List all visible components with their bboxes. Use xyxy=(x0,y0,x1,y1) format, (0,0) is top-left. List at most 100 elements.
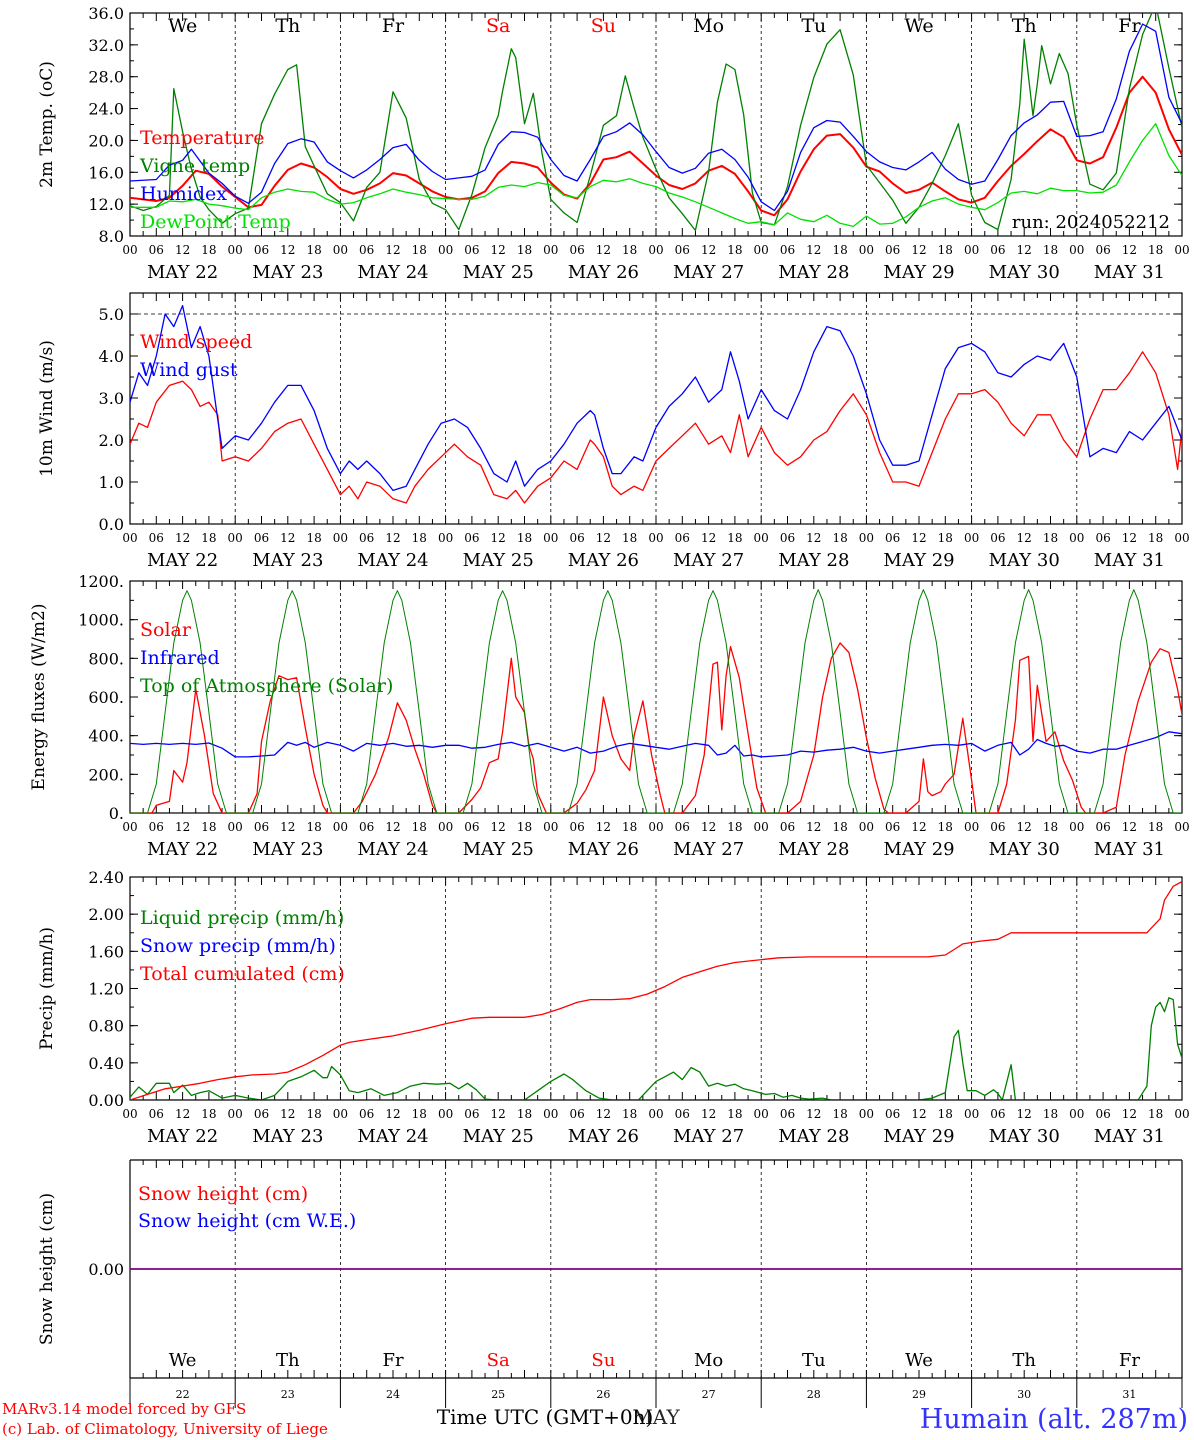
y-axis-label: 10m Wind (m/s) xyxy=(37,340,57,477)
series-line-wind-gust xyxy=(130,304,1182,492)
hour-tick-label: 00 xyxy=(438,531,453,545)
hour-tick-label: 00 xyxy=(543,243,558,257)
weekday-label: We xyxy=(168,15,197,37)
hour-tick-label: 18 xyxy=(938,820,953,834)
hour-tick-label: 06 xyxy=(885,531,900,545)
hour-tick-label: 12 xyxy=(491,820,506,834)
hour-tick-label: 00 xyxy=(1069,243,1084,257)
hour-tick-label: 18 xyxy=(201,820,216,834)
day-label: MAY 30 xyxy=(989,262,1060,283)
day-label: MAY 29 xyxy=(883,1126,954,1147)
day-label: MAY 26 xyxy=(568,839,639,860)
hour-tick-label: 06 xyxy=(885,1107,900,1121)
legend-entry: Snow precip (mm/h) xyxy=(140,935,336,957)
day-label: MAY 26 xyxy=(568,262,639,283)
hour-tick-label: 06 xyxy=(780,531,795,545)
hour-tick-label: 06 xyxy=(990,531,1005,545)
hour-tick-label: 00 xyxy=(333,1107,348,1121)
hour-tick-label: 00 xyxy=(228,1107,243,1121)
hour-tick-label: 12 xyxy=(806,1107,821,1121)
hour-tick-label: 00 xyxy=(438,1107,453,1121)
y-axis-label: 2m Temp. (oC) xyxy=(37,61,57,188)
hour-tick-label: 06 xyxy=(990,1107,1005,1121)
y-tick-label: 0.80 xyxy=(88,1017,124,1036)
bottom-weekday-label: Fr xyxy=(1119,1350,1140,1371)
day-label: MAY 31 xyxy=(1094,1126,1165,1147)
hour-tick-label: 06 xyxy=(569,243,584,257)
day-label: MAY 25 xyxy=(463,1126,534,1147)
day-label: MAY 28 xyxy=(778,839,849,860)
bottom-weekday-label: We xyxy=(905,1350,933,1371)
hour-tick-label: 06 xyxy=(885,820,900,834)
y-tick-label: 800. xyxy=(88,649,124,668)
hour-tick-label: 06 xyxy=(464,243,479,257)
hour-tick-label: 18 xyxy=(622,820,637,834)
hour-tick-label: 00 xyxy=(859,1107,874,1121)
hour-tick-label: 12 xyxy=(596,531,611,545)
hour-tick-label: 00 xyxy=(228,820,243,834)
hour-tick-label: 12 xyxy=(1017,243,1032,257)
hour-tick-label: 00 xyxy=(964,1107,979,1121)
y-tick-label: 20.0 xyxy=(88,131,124,150)
hour-tick-label: 00 xyxy=(859,531,874,545)
hour-tick-label: 12 xyxy=(491,1107,506,1121)
run-label: run: 2024052212 xyxy=(1012,212,1170,233)
hour-tick-label: 12 xyxy=(596,243,611,257)
legend-entry: Total cumulated (cm) xyxy=(140,963,345,985)
y-axis-label: Precip (mm/h) xyxy=(37,927,57,1050)
hour-tick-label: 12 xyxy=(1122,1107,1137,1121)
hour-tick-label: 00 xyxy=(1174,243,1189,257)
bottom-weekday-label: We xyxy=(169,1350,197,1371)
bottom-day-number: 22 xyxy=(176,1388,190,1401)
hour-tick-label: 00 xyxy=(122,1107,137,1121)
weekday-label: Fr xyxy=(1118,15,1141,37)
footer-line-1: MARv3.14 model forced by GFS xyxy=(2,1400,246,1418)
hour-tick-label: 12 xyxy=(701,820,716,834)
bottom-weekday-label: Su xyxy=(591,1350,615,1371)
hour-tick-label: 06 xyxy=(1095,1107,1110,1121)
hour-tick-label: 12 xyxy=(175,531,190,545)
hour-tick-label: 06 xyxy=(254,243,269,257)
hour-tick-label: 18 xyxy=(306,243,321,257)
hour-tick-label: 06 xyxy=(254,531,269,545)
day-label: MAY 24 xyxy=(357,839,428,860)
legend-entry: Solar xyxy=(140,619,192,641)
weekday-label: Tu xyxy=(801,15,826,37)
y-tick-label: 32.0 xyxy=(88,36,124,55)
hour-tick-label: 00 xyxy=(1174,1107,1189,1121)
series-line-dewpoint-temp xyxy=(130,123,1182,228)
hour-tick-label: 00 xyxy=(122,820,137,834)
hour-tick-label: 00 xyxy=(1174,820,1189,834)
hour-tick-label: 06 xyxy=(990,820,1005,834)
hour-tick-label: 06 xyxy=(149,820,164,834)
y-tick-label: 1.60 xyxy=(88,942,124,961)
hour-tick-label: 06 xyxy=(885,243,900,257)
hour-tick-label: 18 xyxy=(832,820,847,834)
y-tick-label: 24.0 xyxy=(88,100,124,119)
hour-tick-label: 00 xyxy=(228,531,243,545)
day-label: MAY 28 xyxy=(778,1126,849,1147)
day-label: MAY 22 xyxy=(147,839,218,860)
hour-tick-label: 18 xyxy=(201,531,216,545)
hour-tick-label: 12 xyxy=(1122,820,1137,834)
hour-tick-label: 00 xyxy=(648,243,663,257)
hour-tick-label: 18 xyxy=(517,1107,532,1121)
legend-entry: Temperature xyxy=(140,127,264,149)
hour-tick-label: 06 xyxy=(254,820,269,834)
hour-tick-label: 00 xyxy=(1069,1107,1084,1121)
hour-tick-label: 12 xyxy=(385,243,400,257)
weekday-label: We xyxy=(904,15,933,37)
bottom-day-number: 28 xyxy=(807,1388,821,1401)
hour-tick-label: 06 xyxy=(1095,531,1110,545)
y-tick-label: 16.0 xyxy=(88,163,124,182)
bottom-weekday-label: Tu xyxy=(802,1350,826,1371)
hour-tick-label: 18 xyxy=(1043,243,1058,257)
series-line-humidex xyxy=(130,23,1182,212)
weekday-label: Mo xyxy=(693,15,724,37)
hour-tick-label: 06 xyxy=(780,1107,795,1121)
hour-tick-label: 18 xyxy=(622,1107,637,1121)
hour-tick-label: 06 xyxy=(464,1107,479,1121)
hour-tick-label: 18 xyxy=(727,820,742,834)
hour-tick-label: 12 xyxy=(385,820,400,834)
hour-tick-label: 00 xyxy=(754,531,769,545)
